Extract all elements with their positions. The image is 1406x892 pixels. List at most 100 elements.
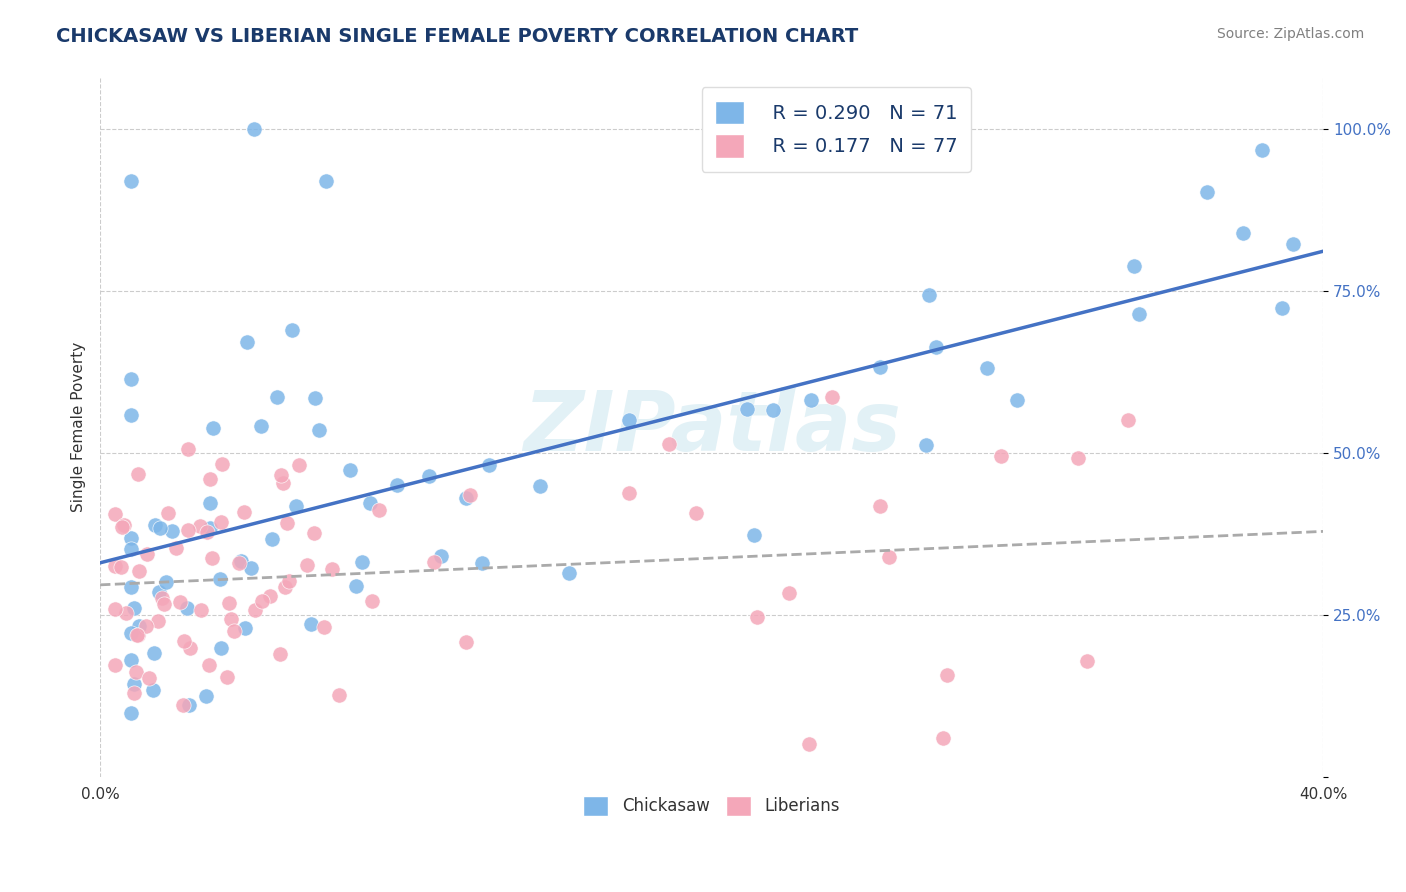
Point (208, 572, 231, 586)
Point (112, 518, 135, 533)
Point (122, 601, 145, 615)
Point (821, 390, 844, 404)
Point (1076, 654, 1098, 668)
Point (1232, 226, 1254, 240)
Point (936, 668, 959, 682)
Point (222, 624, 245, 639)
Point (1271, 301, 1294, 315)
Point (359, 496, 381, 510)
Point (478, 458, 501, 473)
Point (269, 647, 291, 661)
Point (127, 628, 149, 642)
Point (1007, 392, 1029, 407)
Point (918, 288, 941, 302)
Point (148, 585, 170, 599)
Point (120, 174, 142, 188)
Point (150, 591, 173, 606)
Point (153, 598, 176, 612)
Point (115, 607, 138, 621)
Point (454, 635, 477, 649)
Point (104, 602, 127, 616)
Point (125, 665, 148, 679)
Point (201, 550, 224, 565)
Point (277, 574, 299, 589)
Point (471, 556, 494, 570)
Point (242, 122, 264, 136)
Point (299, 617, 322, 632)
Text: Source: ZipAtlas.com: Source: ZipAtlas.com (1216, 27, 1364, 41)
Point (1123, 259, 1146, 273)
Point (197, 658, 219, 673)
Point (120, 372, 142, 386)
Point (201, 421, 224, 435)
Point (120, 626, 142, 640)
Point (176, 600, 198, 615)
Point (558, 566, 581, 581)
Point (617, 413, 640, 427)
Point (239, 561, 262, 575)
Point (266, 390, 288, 404)
Point (135, 619, 157, 633)
Point (529, 479, 551, 493)
Point (195, 524, 218, 539)
Point (288, 458, 311, 473)
Point (143, 518, 166, 533)
Point (245, 603, 267, 617)
Point (138, 671, 160, 685)
Point (1251, 143, 1274, 157)
Point (190, 602, 212, 616)
Point (104, 657, 127, 672)
Point (742, 527, 765, 541)
Point (120, 581, 142, 595)
Point (762, 402, 785, 417)
Point (1066, 451, 1088, 466)
Point (160, 524, 183, 538)
Point (120, 542, 142, 557)
Point (128, 564, 150, 578)
Point (209, 515, 232, 529)
Point (990, 449, 1012, 463)
Point (284, 499, 307, 513)
Point (308, 423, 330, 437)
Point (228, 557, 250, 571)
Point (271, 476, 294, 491)
Point (198, 521, 221, 535)
Point (221, 612, 243, 626)
Point (179, 641, 201, 656)
Point (198, 496, 221, 510)
Point (360, 594, 382, 608)
Point (302, 525, 325, 540)
Point (458, 488, 481, 502)
Point (423, 555, 446, 569)
Point (173, 634, 195, 648)
Point (165, 541, 187, 556)
Point (177, 523, 200, 537)
Point (260, 533, 283, 547)
Legend: Chickasaw, Liberians: Chickasaw, Liberians (575, 788, 848, 824)
Point (869, 360, 891, 375)
Point (217, 669, 239, 683)
Point (250, 418, 273, 433)
Point (685, 506, 707, 520)
Point (122, 676, 145, 690)
Point (233, 504, 256, 518)
Point (273, 580, 295, 594)
Point (156, 506, 179, 520)
Point (148, 614, 170, 628)
Point (104, 559, 127, 574)
Point (176, 442, 198, 457)
Point (136, 548, 159, 562)
Point (104, 507, 127, 521)
Point (229, 554, 252, 568)
Point (142, 683, 165, 698)
Point (120, 653, 142, 667)
Point (344, 579, 367, 593)
Point (304, 391, 326, 405)
Point (111, 520, 134, 534)
Point (252, 594, 274, 608)
Point (211, 457, 233, 471)
Point (172, 698, 194, 712)
Point (924, 340, 946, 354)
Point (877, 549, 900, 564)
Point (209, 641, 232, 656)
